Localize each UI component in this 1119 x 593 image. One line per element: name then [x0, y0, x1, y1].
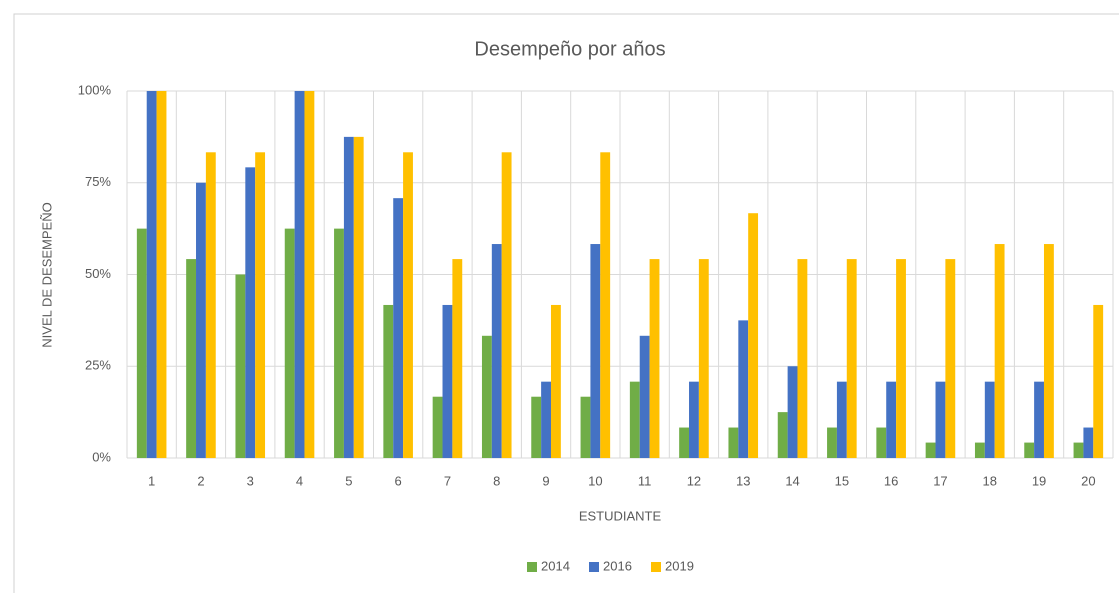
y-tick-label: 100%: [78, 82, 112, 97]
bar: [1073, 442, 1084, 458]
bar: [689, 381, 699, 458]
bar: [146, 91, 157, 458]
bar: [383, 304, 394, 458]
bar: [531, 396, 542, 458]
bar: [1083, 427, 1094, 458]
bar: [196, 182, 206, 458]
y-tick-label: 0%: [92, 449, 111, 464]
x-tick-label: 13: [736, 473, 750, 488]
bar: [846, 259, 857, 458]
bar: [738, 320, 749, 458]
bar: [255, 152, 266, 458]
bar: [748, 213, 759, 458]
x-tick-label: 2: [197, 473, 204, 488]
bar: [343, 136, 354, 458]
bar: [304, 91, 315, 458]
bar: [974, 442, 985, 458]
legend-label: 2016: [603, 558, 632, 573]
x-tick-label: 11: [638, 473, 652, 488]
bar: [245, 167, 256, 458]
bar: [1093, 304, 1104, 458]
bar: [787, 366, 798, 458]
bar: [728, 427, 739, 458]
bar: [777, 412, 788, 458]
bar: [600, 152, 611, 458]
bar: [935, 381, 946, 458]
bar: [491, 244, 502, 458]
bar: [481, 335, 492, 458]
bar: [501, 152, 512, 458]
legend-label: 2019: [665, 558, 694, 573]
bar: [284, 228, 295, 458]
bar: [334, 228, 344, 458]
x-tick-label: 10: [588, 473, 602, 488]
legend-swatch: [589, 562, 599, 572]
x-tick-label: 7: [444, 473, 451, 488]
bar: [649, 259, 660, 458]
bar: [353, 136, 364, 458]
x-axis-title: ESTUDIANTE: [579, 508, 662, 523]
bar: [827, 427, 837, 458]
x-tick-label: 18: [983, 473, 997, 488]
legend-swatch: [527, 562, 537, 572]
x-tick-label: 17: [933, 473, 947, 488]
x-tick-label: 12: [687, 473, 701, 488]
x-tick-label: 14: [785, 473, 799, 488]
bar: [698, 259, 709, 458]
bar: [136, 228, 147, 458]
x-tick-label: 4: [296, 473, 303, 488]
bar: [925, 442, 936, 458]
bar: [679, 427, 690, 458]
bar: [235, 274, 246, 458]
bar: [1034, 381, 1044, 458]
bar: [836, 381, 847, 458]
y-tick-label: 50%: [85, 266, 111, 281]
legend-label: 2014: [541, 558, 570, 573]
bar: [294, 91, 305, 458]
y-tick-label: 75%: [85, 174, 111, 189]
bar: [886, 381, 897, 458]
bar: [580, 396, 591, 458]
bar: [876, 427, 887, 458]
bar: [550, 304, 561, 458]
bar: [186, 259, 197, 458]
x-tick-label: 20: [1081, 473, 1095, 488]
x-tick-label: 19: [1032, 473, 1046, 488]
bar: [1043, 244, 1054, 458]
bar: [432, 396, 443, 458]
bar: [452, 259, 463, 458]
bar: [1024, 442, 1035, 458]
bar: [945, 259, 956, 458]
x-tick-label: 5: [345, 473, 352, 488]
bar: [984, 381, 995, 458]
bar: [541, 381, 551, 458]
bar: [403, 152, 413, 458]
bar: [156, 91, 167, 458]
x-tick-label: 15: [835, 473, 849, 488]
x-tick-label: 8: [493, 473, 500, 488]
y-tick-label: 25%: [85, 358, 111, 373]
bar: [896, 259, 906, 458]
x-tick-label: 3: [247, 473, 254, 488]
bar: [393, 198, 404, 458]
bar: [797, 259, 808, 458]
bar: [442, 304, 453, 458]
x-tick-label: 1: [148, 473, 155, 488]
x-tick-label: 6: [395, 473, 402, 488]
bar: [629, 381, 640, 458]
bar: [590, 244, 601, 458]
x-tick-label: 16: [884, 473, 898, 488]
bar: [639, 335, 650, 458]
x-tick-label: 9: [542, 473, 549, 488]
bar: [205, 152, 216, 458]
y-axis-title: NIVEL DE DESEMPEÑO: [39, 202, 54, 347]
bar: [994, 244, 1005, 458]
legend-swatch: [651, 562, 661, 572]
chart-title: Desempeño por años: [474, 38, 665, 60]
